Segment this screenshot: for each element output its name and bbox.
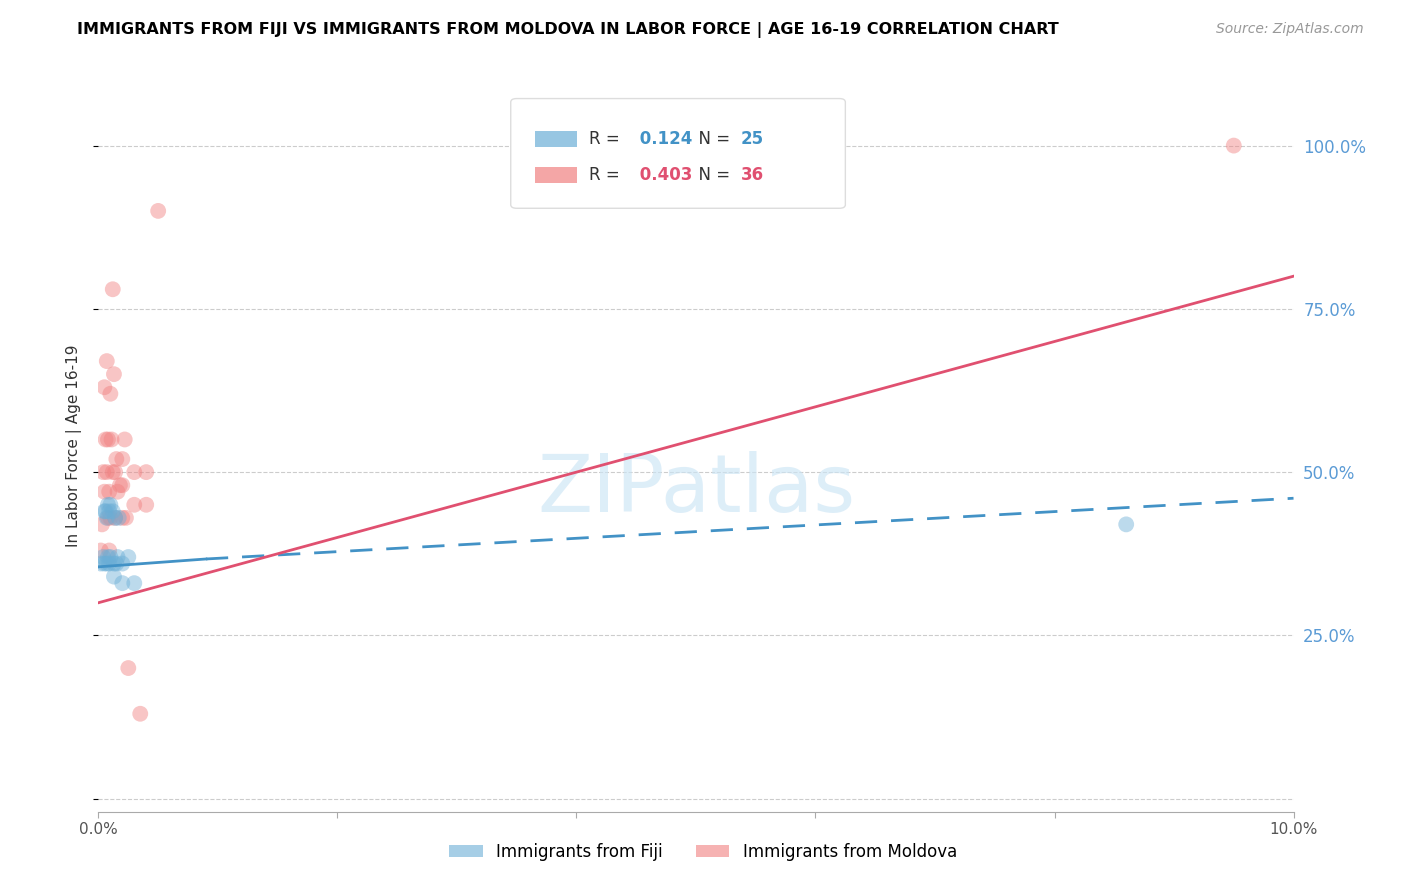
Point xyxy=(135,465,157,479)
Text: N =: N = xyxy=(688,130,735,148)
Point xyxy=(98,511,122,525)
Point xyxy=(98,549,122,564)
Point xyxy=(100,433,122,447)
FancyBboxPatch shape xyxy=(534,168,576,184)
Point xyxy=(111,511,134,525)
Point xyxy=(107,549,129,564)
Point xyxy=(91,549,114,564)
Point xyxy=(93,484,115,499)
Point xyxy=(1115,517,1137,532)
Text: R =: R = xyxy=(589,167,624,185)
Point xyxy=(94,433,117,447)
Text: 0.124: 0.124 xyxy=(634,130,692,148)
Point xyxy=(98,543,121,558)
Point xyxy=(101,282,124,296)
Y-axis label: In Labor Force | Age 16-19: In Labor Force | Age 16-19 xyxy=(66,344,83,548)
Point xyxy=(114,433,136,447)
Point xyxy=(96,465,118,479)
Legend: Immigrants from Fiji, Immigrants from Moldova: Immigrants from Fiji, Immigrants from Mo… xyxy=(443,837,963,868)
Point xyxy=(96,557,118,571)
Text: ZIPatlas: ZIPatlas xyxy=(537,450,855,529)
Point xyxy=(98,484,121,499)
Point xyxy=(103,557,125,571)
FancyBboxPatch shape xyxy=(534,131,576,147)
Point xyxy=(103,367,125,381)
Point xyxy=(111,576,134,591)
Point xyxy=(117,549,139,564)
Point xyxy=(111,557,134,571)
Text: IMMIGRANTS FROM FIJI VS IMMIGRANTS FROM MOLDOVA IN LABOR FORCE | AGE 16-19 CORRE: IMMIGRANTS FROM FIJI VS IMMIGRANTS FROM … xyxy=(77,22,1059,38)
Point xyxy=(98,498,122,512)
Text: 25: 25 xyxy=(741,130,763,148)
Point xyxy=(93,504,115,518)
Point xyxy=(104,511,127,525)
Point xyxy=(97,549,120,564)
Point xyxy=(98,504,121,518)
Point xyxy=(93,380,115,394)
Text: 0.403: 0.403 xyxy=(634,167,692,185)
Point xyxy=(96,354,118,368)
Point xyxy=(103,569,125,583)
Point xyxy=(97,433,120,447)
Point xyxy=(104,511,127,525)
Point xyxy=(90,557,112,571)
Point xyxy=(97,511,120,525)
Point xyxy=(94,504,117,518)
Point xyxy=(96,511,118,525)
Point xyxy=(115,511,138,525)
Point xyxy=(107,511,129,525)
Point xyxy=(148,203,170,218)
Point xyxy=(111,478,134,492)
Point xyxy=(117,661,139,675)
Point xyxy=(124,498,146,512)
Point xyxy=(135,498,157,512)
Text: 36: 36 xyxy=(741,167,763,185)
Text: Source: ZipAtlas.com: Source: ZipAtlas.com xyxy=(1216,22,1364,37)
Point xyxy=(104,465,127,479)
Point xyxy=(129,706,152,721)
Point xyxy=(111,452,134,467)
Text: N =: N = xyxy=(688,167,735,185)
Point xyxy=(90,543,112,558)
Point xyxy=(101,504,124,518)
Point xyxy=(91,517,114,532)
Point xyxy=(101,465,124,479)
Point xyxy=(108,478,131,492)
FancyBboxPatch shape xyxy=(510,99,845,209)
Point xyxy=(105,557,128,571)
Point xyxy=(105,452,128,467)
Point xyxy=(98,557,121,571)
Text: R =: R = xyxy=(589,130,624,148)
Point xyxy=(97,498,120,512)
Point xyxy=(91,465,114,479)
Point xyxy=(107,484,129,499)
Point xyxy=(124,465,146,479)
Point xyxy=(98,386,122,401)
Point xyxy=(1223,138,1246,153)
Point xyxy=(124,576,146,591)
Point xyxy=(93,557,115,571)
